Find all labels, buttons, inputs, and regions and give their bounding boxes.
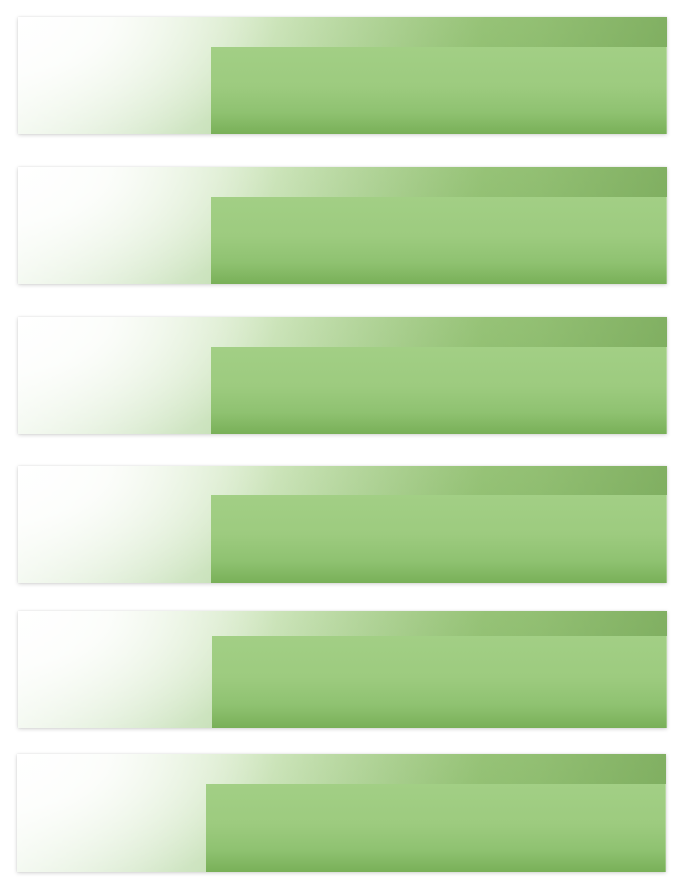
panel-5 [18,611,667,728]
panel-4 [18,466,667,583]
panel-5-top-band [18,611,667,636]
panel-2-inner-block [211,197,667,284]
panel-6-inner-block [206,784,666,872]
panel-2-top-band [18,167,667,197]
panel-4-inner-block [211,495,667,583]
panel-1 [18,17,667,134]
panel-2 [18,167,667,284]
panel-1-inner-block [211,47,667,134]
panel-4-top-band [18,466,667,495]
panel-3 [18,317,667,434]
panel-6-top-band [17,754,666,784]
panel-3-top-band [18,317,667,347]
panel-5-inner-block [212,636,667,728]
panel-1-top-band [18,17,667,47]
panel-6 [17,754,666,872]
panel-3-inner-block [211,347,667,434]
